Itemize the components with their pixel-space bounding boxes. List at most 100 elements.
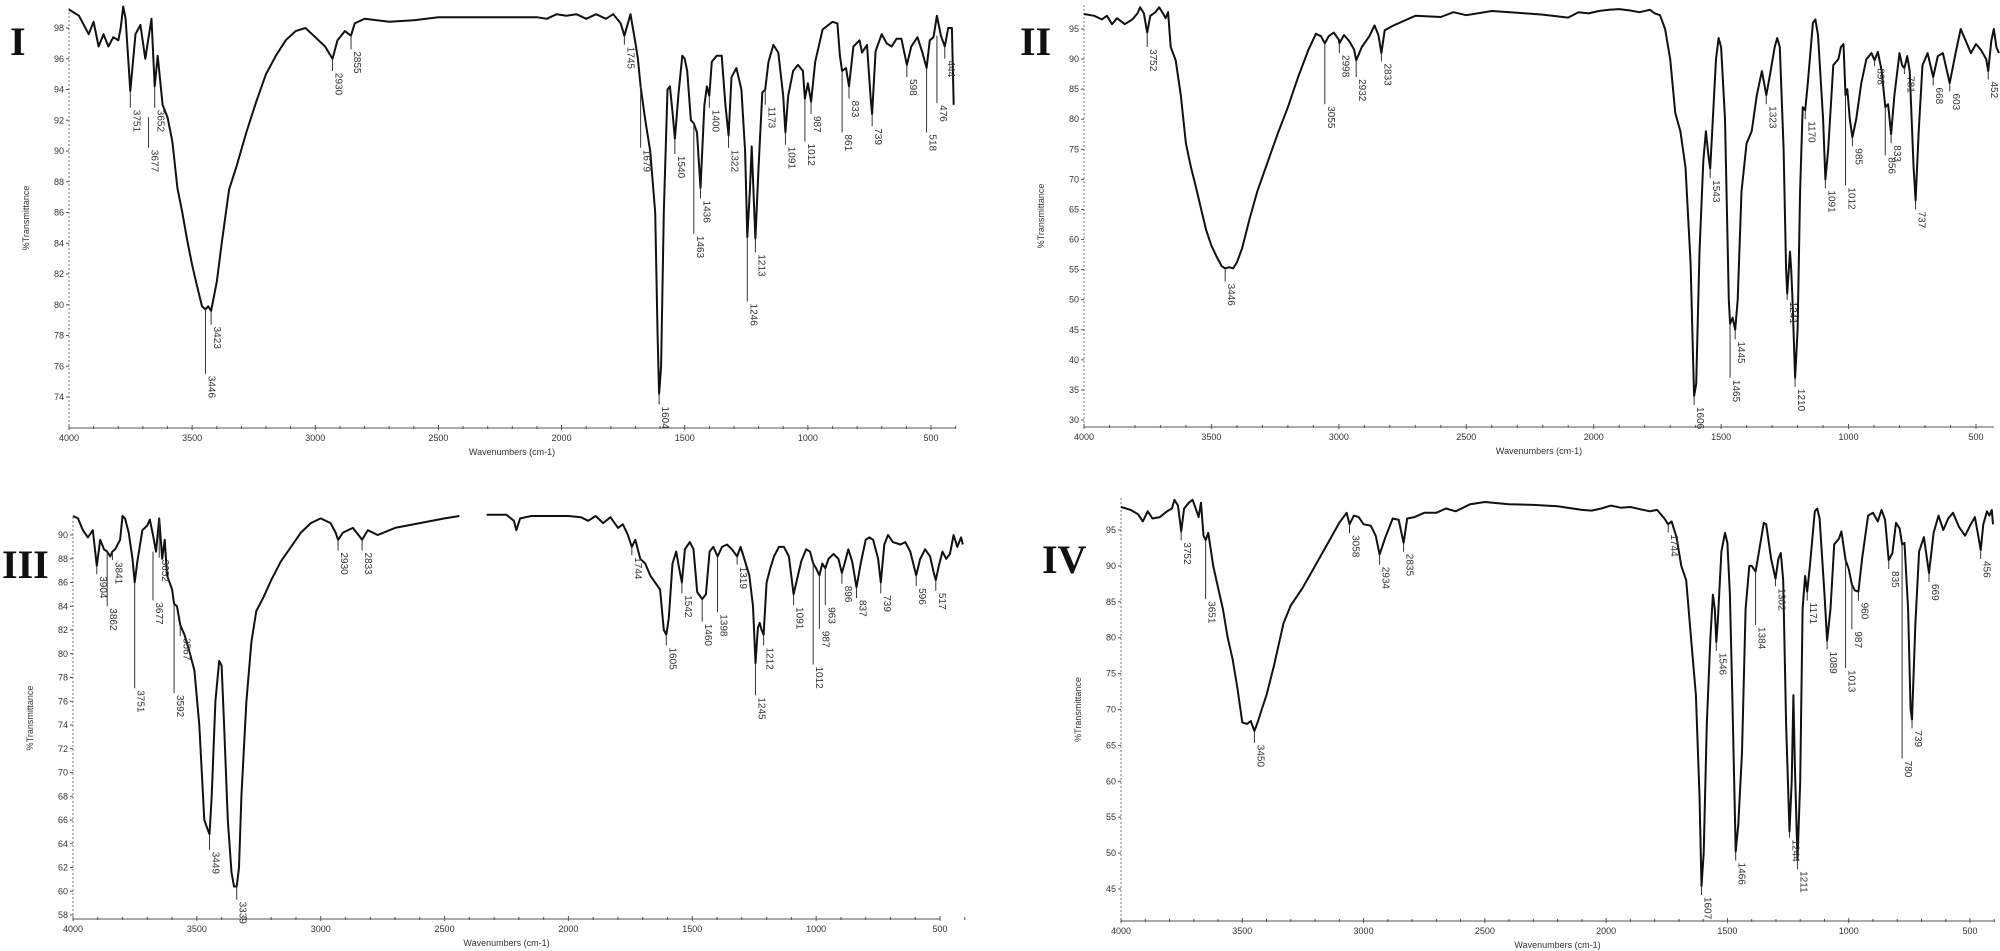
y-tick-label: 80 [1106, 633, 1116, 643]
x-tick-label: 2000 [1596, 926, 1616, 936]
peak-label: 1091 [785, 147, 796, 170]
y-tick-label: 45 [1069, 325, 1079, 335]
y-tick-label: 86 [58, 578, 68, 588]
y-tick-label: 60 [1069, 235, 1079, 245]
y-tick-label: 62 [58, 863, 68, 873]
y-tick-label: 58 [58, 910, 68, 920]
y-tick-label: 80 [1069, 114, 1079, 124]
peak-label: 1744 [632, 557, 643, 580]
y-tick-label: 45 [1106, 884, 1116, 894]
y-tick-label: 88 [58, 554, 68, 564]
y-tick-label: 78 [54, 331, 64, 341]
peak-label: 3904 [97, 576, 108, 599]
peak-label: 1460 [702, 624, 713, 647]
y-tick-label: 82 [54, 269, 64, 279]
peak-label: 1210 [1795, 389, 1806, 412]
peak-label: 739 [872, 128, 883, 145]
y-tick-label: 76 [58, 696, 68, 706]
chart-I: 4000 3500 3000 2500 2000 1500 1000 500 Wavenumbe… [21, 5, 957, 457]
y-tick-label: 40 [1069, 355, 1079, 365]
peak-label: 3446 [1225, 284, 1236, 307]
peak-label: 1606 [1694, 407, 1705, 430]
y-tick-label: 70 [1106, 705, 1116, 715]
peak-label: 739 [1912, 730, 1923, 747]
y-tick-label: 78 [58, 673, 68, 683]
y-tick-label: 88 [54, 177, 64, 187]
peak-label: 3677 [149, 150, 160, 173]
peak-label: 1607 [1701, 897, 1712, 920]
peak-label: 1211 [1798, 871, 1809, 893]
y-tick-label: 30 [1069, 415, 1079, 425]
peak-label: 3752 [1181, 542, 1192, 565]
peak-label: 739 [881, 595, 892, 612]
spectrum-line [68, 5, 955, 395]
y-tick-label: 90 [54, 146, 64, 156]
y-tick-label: 80 [54, 300, 64, 310]
y-tick-label: 55 [1069, 265, 1079, 275]
y-axis-title: %Transmittance [21, 186, 31, 251]
y-tick-label: 90 [1069, 54, 1079, 64]
panel-label: IV [1042, 537, 1087, 582]
peak-label: 3751 [130, 110, 141, 133]
peak-label: 898 [1875, 68, 1886, 85]
peak-label: 3450 [1254, 745, 1265, 768]
peak-label: 444 [945, 61, 956, 78]
x-axis-title: Wavenumbers (cm-1) [1496, 446, 1582, 456]
peak-label: 985 [1852, 148, 1863, 165]
y-tick-label: 35 [1069, 385, 1079, 395]
x-tick-label: 1000 [1839, 926, 1859, 936]
peak-label: 1013 [1846, 670, 1857, 693]
chart-II: 4000 3500 3000 2500 2000 1500 1000 500 Wavenumbe… [1036, 5, 2000, 456]
y-tick-label: 64 [58, 839, 68, 849]
peak-label: 3567 [180, 638, 191, 661]
y-tick-label: 66 [58, 815, 68, 825]
peak-label: 1604 [659, 407, 670, 430]
x-axis-title: Wavenumbers (cm-1) [463, 938, 549, 948]
peak-label: 1213 [755, 254, 766, 277]
peak-label: 780 [1902, 761, 1913, 778]
y-tick-label: 75 [1069, 144, 1079, 154]
peak-label: 1384 [1756, 627, 1767, 650]
peak-label: 2930 [338, 553, 349, 576]
peak-label: 861 [842, 134, 853, 151]
peak-label: 3862 [107, 608, 118, 631]
y-tick-label: 85 [1106, 597, 1116, 607]
panel-label: III [2, 542, 49, 587]
peak-label: 1173 [765, 107, 776, 129]
peak-label: 1465 [1730, 380, 1741, 403]
peak-label: 3841 [112, 562, 123, 585]
peak-label: 598 [907, 79, 918, 96]
x-tick-label: 2500 [1456, 432, 1476, 442]
peak-label: 3058 [1350, 535, 1361, 558]
y-axis-title: %Transmittance [1036, 184, 1046, 249]
peak-label: 1540 [675, 156, 686, 179]
x-tick-label: 2500 [1475, 926, 1495, 936]
peak-label: 1745 [624, 47, 635, 70]
peak-label: 2835 [1404, 554, 1415, 577]
peak-label: 856 [1885, 157, 1896, 174]
peak-label: 2998 [1339, 55, 1350, 78]
y-tick-label: 72 [58, 744, 68, 754]
panel-label: II [1020, 19, 1052, 64]
y-tick-label: 85 [1069, 84, 1079, 94]
y-tick-label: 70 [1069, 174, 1079, 184]
peak-label: 1323 [1766, 106, 1777, 129]
peak-label: 603 [1950, 94, 1961, 111]
peak-label: 781 [1904, 76, 1915, 93]
x-tick-label: 1500 [675, 433, 695, 443]
peak-label: 1463 [694, 236, 705, 259]
peak-label: 1244 [1790, 840, 1801, 863]
peak-label: 1322 [729, 150, 740, 173]
y-tick-label: 96 [54, 54, 64, 64]
x-tick-label: 3000 [1329, 432, 1349, 442]
y-tick-label: 60 [58, 886, 68, 896]
x-tick-label: 3500 [182, 433, 202, 443]
peak-label: 1012 [1846, 187, 1857, 210]
x-tick-label: 2000 [1584, 432, 1604, 442]
peak-label: 737 [1916, 211, 1927, 228]
peak-label: 1436 [700, 201, 711, 224]
peak-label: 1089 [1827, 651, 1838, 674]
x-tick-label: 1000 [798, 433, 818, 443]
peak-label: 833 [1891, 145, 1902, 162]
